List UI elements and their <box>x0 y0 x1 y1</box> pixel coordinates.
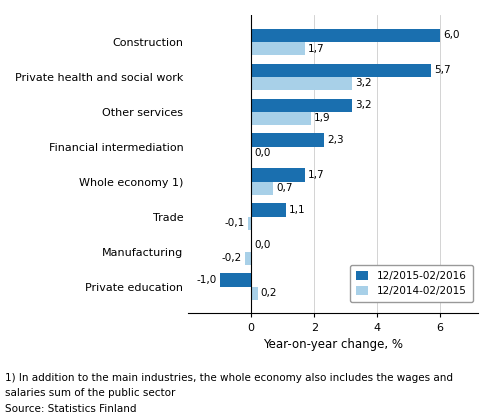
Bar <box>251 77 352 90</box>
Bar <box>251 203 286 217</box>
Bar <box>245 252 251 265</box>
Text: 0,0: 0,0 <box>254 149 271 158</box>
Text: 6,0: 6,0 <box>443 30 460 40</box>
Bar <box>251 287 257 300</box>
Bar <box>248 217 251 230</box>
Legend: 12/2015-02/2016, 12/2014-02/2015: 12/2015-02/2016, 12/2014-02/2015 <box>350 265 473 302</box>
Text: 3,2: 3,2 <box>355 100 372 110</box>
Bar <box>251 182 273 195</box>
Text: 1,7: 1,7 <box>308 44 324 54</box>
Bar <box>251 134 324 147</box>
Bar <box>251 99 352 112</box>
Text: Source: Statistics Finland: Source: Statistics Finland <box>5 404 137 414</box>
Text: 0,7: 0,7 <box>277 183 293 193</box>
Text: -1,0: -1,0 <box>196 275 216 285</box>
Text: -0,2: -0,2 <box>221 253 242 263</box>
Text: 1,9: 1,9 <box>314 114 331 124</box>
Text: 1,1: 1,1 <box>289 205 306 215</box>
Text: -0,1: -0,1 <box>225 218 245 228</box>
Text: 0,0: 0,0 <box>254 240 271 250</box>
Bar <box>220 273 251 287</box>
Text: salaries sum of the public sector: salaries sum of the public sector <box>5 388 176 398</box>
Text: 2,3: 2,3 <box>327 135 344 145</box>
Bar <box>251 168 305 182</box>
Text: 1) In addition to the main industries, the whole economy also includes the wages: 1) In addition to the main industries, t… <box>5 373 453 383</box>
Text: 3,2: 3,2 <box>355 79 372 89</box>
Text: 5,7: 5,7 <box>434 65 451 75</box>
X-axis label: Year-on-year change, %: Year-on-year change, % <box>263 338 403 351</box>
Bar <box>251 42 305 55</box>
Bar <box>251 64 431 77</box>
Text: 0,2: 0,2 <box>261 288 277 298</box>
Bar <box>251 112 311 125</box>
Bar <box>251 29 440 42</box>
Text: 1,7: 1,7 <box>308 170 324 180</box>
